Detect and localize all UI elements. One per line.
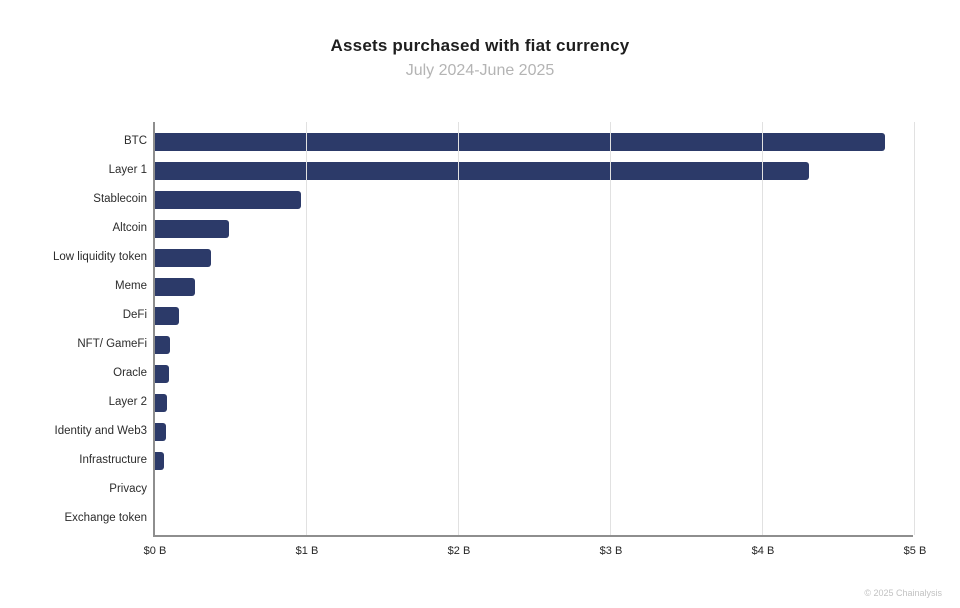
copyright-notice: © 2025 Chainalysis: [864, 588, 942, 598]
bar-row: Layer 2: [109, 388, 913, 417]
plot-area: BTC Layer 1 Stablecoin Altcoin Low liquidity…: [53, 122, 926, 557]
category-label: NFT/ GameFi: [77, 338, 147, 350]
x-axis-tick-label: $3 B: [599, 545, 623, 557]
category-label: Layer 1: [108, 164, 147, 176]
bar-oracle[interactable]: [155, 364, 169, 383]
gridline: [762, 122, 763, 535]
chart-title: Assets purchased with fiat currency: [330, 36, 630, 55]
category-label: BTC: [124, 135, 147, 147]
bar-layer-1[interactable]: [155, 161, 809, 180]
bar-meme[interactable]: [155, 277, 195, 296]
bar-row: Stablecoin: [93, 185, 913, 214]
category-label: DeFi: [122, 309, 147, 321]
category-label: Altcoin: [112, 222, 147, 234]
bar-row: DeFi: [123, 301, 913, 330]
bar-row: Low liquidity token: [53, 243, 913, 272]
category-label: Identity and Web3: [54, 425, 148, 437]
bar-altcoin[interactable]: [155, 219, 230, 238]
category-label: Layer 2: [108, 396, 147, 408]
x-axis-tick-label: $2 B: [447, 545, 471, 557]
bar-low-liquidity-token[interactable]: [155, 248, 212, 267]
chart-subtitle: July 2024-June 2025: [405, 62, 555, 79]
bar-nft-gamefi[interactable]: [155, 335, 171, 354]
bar-infrastructure[interactable]: [155, 451, 165, 470]
gridline: [610, 122, 611, 535]
bar-row: Identity and Web3: [55, 417, 913, 446]
bar-row: Meme: [115, 272, 913, 301]
x-axis-tick-label: $1 B: [295, 545, 319, 557]
gridline: [306, 122, 307, 535]
bar-stablecoin[interactable]: [155, 190, 301, 209]
gridline: [914, 122, 915, 535]
bar-row: Layer 1: [109, 156, 913, 185]
bar-row: BTC: [124, 127, 913, 156]
x-axis-tick-label: $0 B: [143, 545, 167, 557]
gridline: [458, 122, 459, 535]
bar-row: Oracle: [113, 359, 913, 388]
bar-defi[interactable]: [155, 306, 180, 325]
category-label: Low liquidity token: [53, 251, 147, 263]
x-axis-tick-label: $4 B: [751, 545, 775, 557]
bar-identity-and-web3[interactable]: [155, 422, 166, 441]
bar-btc[interactable]: [155, 132, 885, 151]
category-label: Exchange token: [64, 512, 147, 524]
bar-row: Altcoin: [112, 214, 913, 243]
bar-rows: BTC Layer 1 Stablecoin Altcoin Low liquidity…: [53, 127, 913, 533]
category-label: Privacy: [109, 483, 147, 495]
category-label: Infrastructure: [79, 454, 147, 466]
bar-row: Privacy: [109, 475, 913, 504]
bar-row: Exchange token: [65, 504, 913, 533]
category-label: Meme: [115, 280, 147, 292]
bar-row: Infrastructure: [79, 446, 913, 475]
x-axis-tick-label: $5 B: [903, 545, 927, 557]
bar-row: NFT/ GameFi: [77, 330, 913, 359]
category-label: Stablecoin: [93, 193, 147, 205]
category-label: Oracle: [113, 367, 147, 379]
bar-layer-2[interactable]: [155, 393, 168, 412]
